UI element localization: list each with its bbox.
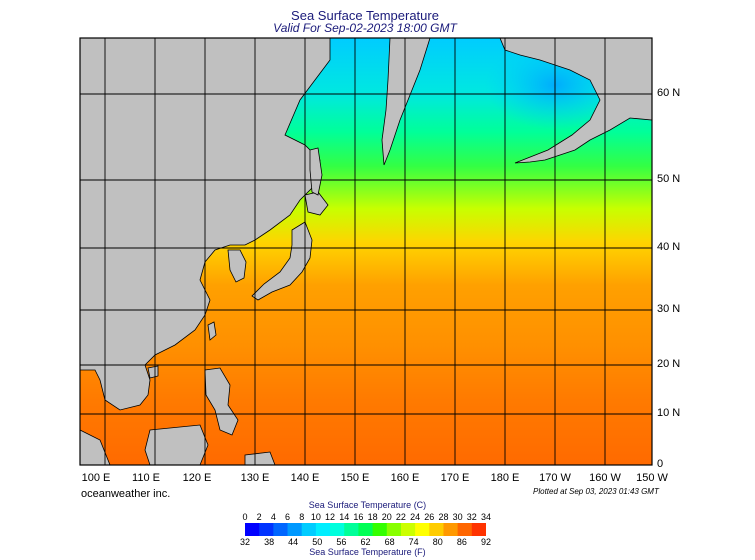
colorbar-swatch [358, 523, 374, 536]
colorbar-swatch [457, 523, 473, 536]
map-subtitle: Valid For Sep-02-2023 18:00 GMT [273, 21, 457, 35]
colorbar-tick-f: 44 [288, 537, 299, 547]
colorbar-tick-c: 12 [325, 512, 336, 522]
colorbar-tick-c: 16 [353, 512, 364, 522]
map-title: Sea Surface Temperature [291, 8, 439, 23]
colorbar-swatch [443, 523, 459, 536]
colorbar-swatch [245, 523, 260, 536]
colorbar-tick-f: 56 [336, 537, 347, 547]
colorbar-tick-f: 62 [360, 537, 371, 547]
plotted-timestamp: Plotted at Sep 03, 2023 01:43 GMT [533, 487, 659, 496]
colorbar-tick-c: 28 [438, 512, 449, 522]
colorbar-tick-c: 18 [367, 512, 378, 522]
lon-label: 140 E [290, 472, 320, 484]
colorbar-tick-f: 74 [408, 537, 419, 547]
colorbar-tick-f: 68 [384, 537, 395, 547]
colorbar-tick-f: 32 [239, 537, 251, 547]
colorbar-tick-c: 32 [466, 512, 477, 522]
colorbar-swatch [287, 523, 303, 536]
lat-label: 20 N [657, 358, 681, 370]
lat-label: 10 N [657, 407, 681, 419]
lat-label: 60 N [657, 87, 681, 99]
lon-label: 180 E [490, 472, 520, 484]
lon-label: 120 E [182, 472, 212, 484]
lon-label: 170 E [440, 472, 470, 484]
colorbar-tick-f: 50 [312, 537, 323, 547]
colorbar-swatch [415, 523, 430, 536]
map-frame [79, 37, 653, 466]
lon-label: 170 W [539, 472, 571, 484]
lon-label: 110 E [132, 472, 160, 484]
colorbar-swatch [400, 523, 416, 536]
colorbar-swatch [471, 523, 486, 536]
lat-label: 40 N [657, 241, 681, 253]
grid-lines [80, 38, 652, 465]
colorbar-swatch [259, 523, 274, 536]
land-taiwan [207, 321, 217, 341]
colorbar-tick-c: 8 [299, 512, 305, 522]
lat-label: 30 N [657, 303, 681, 315]
colorbar-tick-c: 2 [256, 512, 262, 522]
land-japan [251, 221, 313, 301]
colorbar-tick-c: 6 [285, 512, 291, 522]
colorbar-tick-f: 38 [264, 537, 275, 547]
land-hainan [147, 365, 159, 379]
colorbar-tick-f: 92 [480, 537, 492, 547]
colorbar-tick-c: 24 [410, 512, 421, 522]
colorbar-swatch [273, 523, 289, 536]
lon-label: 160 E [390, 472, 420, 484]
colorbar-swatch [386, 523, 402, 536]
colorbar-swatch [330, 523, 345, 536]
land-korea [227, 249, 247, 283]
land-borneo [144, 424, 209, 466]
colorbar-tick-c: 22 [395, 512, 406, 522]
colorbar-swatch [315, 523, 331, 536]
land-sakhalin [309, 147, 323, 196]
colorbar-swatch [301, 523, 317, 536]
lon-label: 150 W [636, 472, 668, 484]
lon-label: 100 E [81, 472, 111, 484]
colorbar-tick-c: 14 [339, 512, 350, 522]
colorbar-tick-c: 4 [270, 512, 276, 522]
colorbar-title-c: Sea Surface Temperature (C) [308, 500, 427, 510]
colorbar-tick-c: 10 [310, 512, 321, 522]
colorbar-tick-c: 34 [480, 512, 492, 522]
colorbar-swatch [344, 523, 359, 536]
colorbar-tick-c: 0 [242, 512, 248, 522]
colorbar-swatch [429, 523, 444, 536]
colorbar [245, 523, 486, 536]
lon-label: 150 E [340, 472, 370, 484]
colorbar-tick-f: 80 [432, 537, 443, 547]
colorbar-tick-c: 20 [381, 512, 392, 522]
land-philippines [204, 367, 239, 436]
lat-label: 50 N [657, 173, 681, 185]
lat-label: 0 [657, 458, 664, 470]
colorbar-swatch [372, 523, 388, 536]
colorbar-tick-f: 86 [456, 537, 467, 547]
lon-label: 130 E [240, 472, 270, 484]
colorbar-title-f: Sea Surface Temperature (F) [309, 547, 426, 557]
colorbar-tick-c: 30 [452, 512, 463, 522]
credit-text: oceanweather inc. [81, 488, 171, 500]
lon-label: 160 W [589, 472, 621, 484]
colorbar-tick-c: 26 [424, 512, 435, 522]
land-alaska [499, 37, 653, 164]
land-kamchatka [381, 37, 431, 166]
